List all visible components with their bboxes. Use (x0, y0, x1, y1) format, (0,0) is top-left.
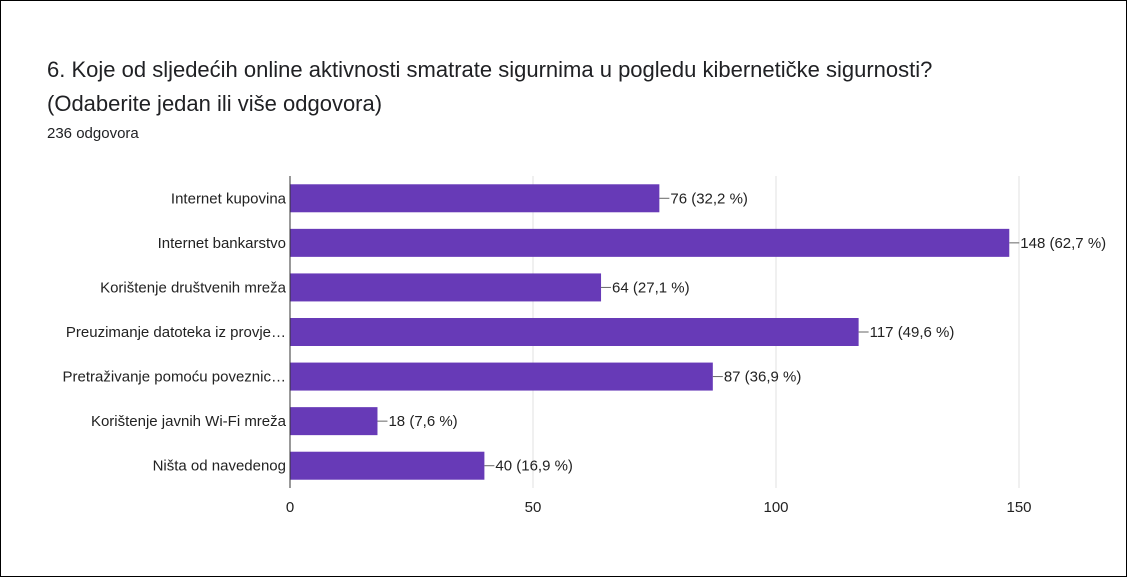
bar (290, 362, 713, 391)
chart-title: 6. Koje od sljedećih online aktivnosti s… (47, 57, 933, 116)
y-tick-label: Ništa od navedenog (153, 458, 286, 475)
value-label: 18 (7,6 %) (388, 413, 457, 430)
x-tick-label: 150 (1006, 499, 1031, 516)
x-tick-label: 0 (286, 499, 294, 516)
y-tick-label: Korištenje društvenih mreža (100, 279, 287, 296)
y-tick-label: Korištenje javnih Wi-Fi mreža (91, 413, 287, 430)
value-label: 87 (36,9 %) (724, 369, 802, 386)
value-label: 76 (32,2 %) (670, 190, 748, 207)
bar (290, 184, 660, 213)
response-count: 236 odgovora (47, 125, 139, 142)
value-label: 64 (27,1 %) (612, 279, 690, 296)
y-tick-label: Pretraživanje pomoću poveznic… (63, 369, 286, 386)
bar (290, 228, 1010, 257)
y-tick-label: Internet kupovina (171, 190, 287, 207)
y-tick-label: Preuzimanje datoteka iz provje… (66, 324, 286, 341)
x-tick-label: 100 (763, 499, 788, 516)
x-tick-label: 50 (525, 499, 542, 516)
value-label: 40 (16,9 %) (495, 458, 573, 475)
y-tick-label: Internet bankarstvo (158, 235, 286, 252)
bar (290, 273, 602, 302)
value-label: 117 (49,6 %) (870, 324, 955, 341)
bar (290, 318, 859, 346)
bar (290, 451, 485, 480)
value-label: 148 (62,7 %) (1020, 235, 1106, 252)
bar (290, 407, 378, 436)
